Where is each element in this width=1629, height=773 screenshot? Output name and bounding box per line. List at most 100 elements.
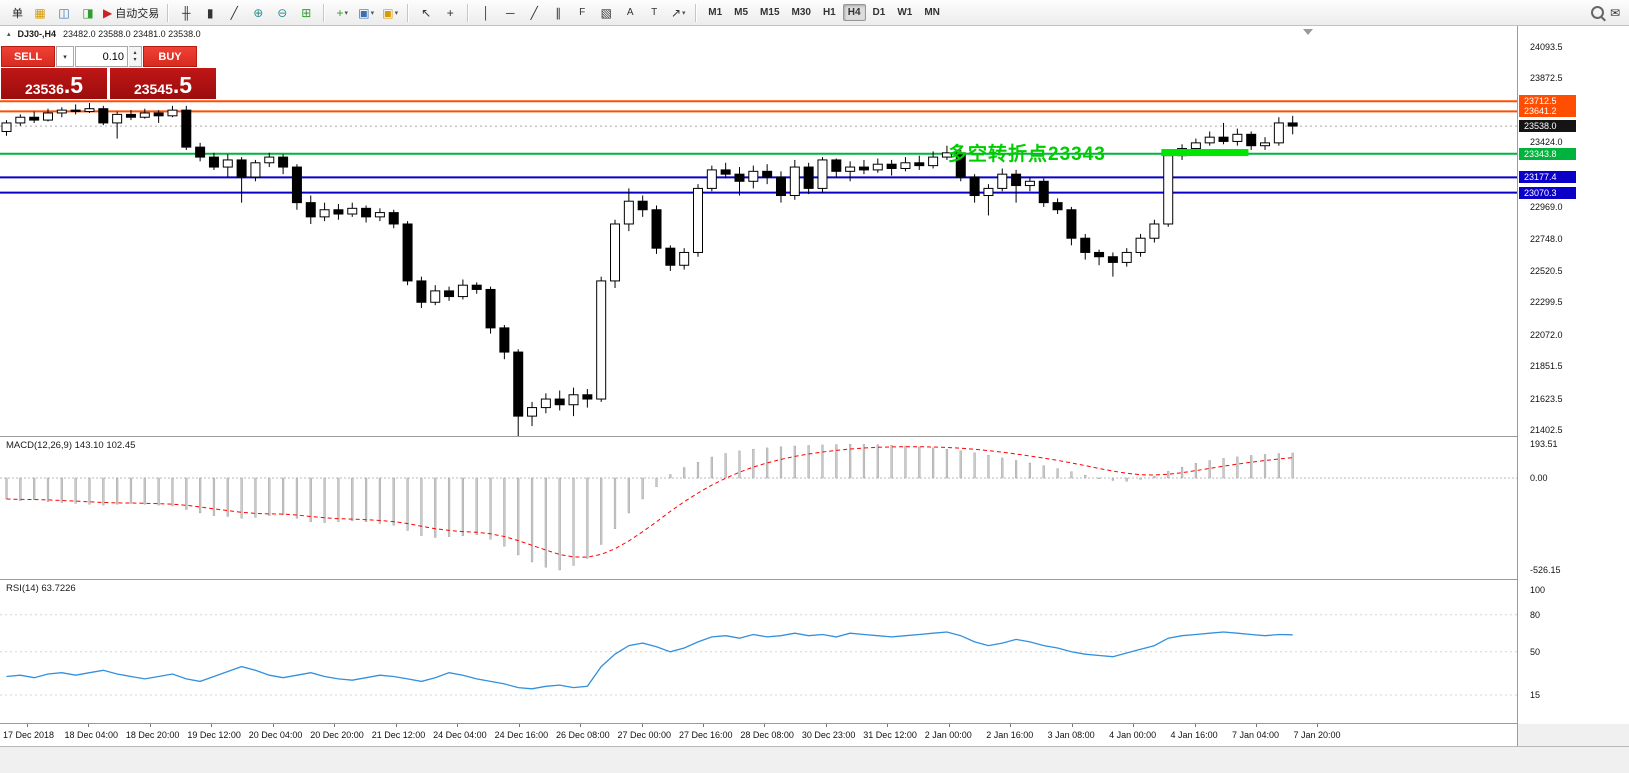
- autotrade-button[interactable]: ▶ 自动交易: [101, 3, 161, 23]
- timeframe-h1-button[interactable]: H1: [822, 7, 836, 18]
- macd-bar: [655, 477, 658, 487]
- timeframe-h4-button[interactable]: H4: [842, 4, 866, 21]
- turning-point-annotation[interactable]: 多空转折点23343: [948, 144, 1106, 165]
- pane-divider[interactable]: [0, 723, 1629, 724]
- shapes-icon: ▧: [600, 5, 612, 20]
- macd-bar: [447, 477, 451, 537]
- macd-bar: [752, 448, 755, 479]
- periods-menu-button[interactable]: ▣ ▾: [355, 3, 377, 23]
- timeframe-m5-button[interactable]: M5: [734, 7, 749, 18]
- candle-bearish: [153, 112, 164, 117]
- toolbar-separator: [407, 3, 410, 22]
- price-axis[interactable]: 24093.5 23872.5 23424.0 22969.0 22748.0 22520…: [1517, 26, 1629, 724]
- trendline-tool-button[interactable]: ╱: [523, 3, 545, 23]
- time-axis-tick: [1010, 724, 1012, 727]
- toolbar-separator: [323, 3, 326, 22]
- time-axis-label: 20 Dec 04:00: [248, 730, 303, 740]
- volume-dropdown-button[interactable]: ▾: [56, 46, 74, 67]
- new-order-button[interactable]: 单: [5, 3, 27, 23]
- text-tool-button[interactable]: A: [619, 3, 641, 23]
- stepper-up-icon[interactable]: ▴: [133, 49, 137, 56]
- rsi-pane[interactable]: [0, 580, 1517, 723]
- price-tag: 23641.2: [1519, 105, 1576, 118]
- timeframe-mn-button[interactable]: MN: [924, 7, 940, 18]
- stepper-down-icon[interactable]: ▾: [133, 56, 137, 63]
- timeframe-m15-button[interactable]: M15: [760, 7, 780, 18]
- price-tick-label: 21623.5: [1530, 393, 1563, 404]
- crosshair-tool-button[interactable]: +: [439, 3, 461, 23]
- price-tag: 23712.5: [1519, 95, 1576, 108]
- macd-bar: [337, 477, 340, 522]
- bar-chart-mode-button[interactable]: ╫: [175, 3, 197, 23]
- pane-divider[interactable]: [0, 579, 1629, 580]
- chart-profiles-button[interactable]: ▦: [29, 3, 51, 23]
- horizontal-line-icon: ─: [505, 5, 515, 20]
- macd-bar: [890, 445, 893, 479]
- timeframe-m1-button[interactable]: M1: [708, 7, 723, 18]
- pane-divider[interactable]: [0, 436, 1629, 437]
- time-axis-label: 31 Dec 12:00: [863, 730, 917, 740]
- time-axis-label: 18 Dec 20:00: [125, 730, 180, 740]
- price-tick-label: 21402.5: [1530, 425, 1563, 435]
- vertical-line-tool-button[interactable]: │: [475, 3, 497, 23]
- buy-button[interactable]: BUY: [143, 46, 197, 67]
- candle-bullish: [430, 290, 441, 303]
- horizontal-line-tool-button[interactable]: ─: [499, 3, 521, 23]
- timeframe-d1-button[interactable]: D1: [872, 7, 886, 18]
- candle-bullish: [374, 212, 385, 218]
- candle-bullish: [1024, 180, 1035, 187]
- timeframe-m30-button[interactable]: M30: [791, 7, 811, 18]
- shapes-tool-button[interactable]: ▧: [595, 3, 617, 23]
- macd-bar: [613, 477, 617, 529]
- chat-icon[interactable]: ✉: [1609, 5, 1620, 20]
- sell-price-display[interactable]: 23536 .5: [1, 68, 107, 99]
- macd-bar: [5, 477, 8, 500]
- time-axis-tick: [457, 724, 459, 727]
- macd-bar: [1125, 477, 1128, 482]
- channel-tool-button[interactable]: ∥: [547, 3, 569, 23]
- indicators-menu-button[interactable]: + ▾: [331, 3, 353, 23]
- sell-button[interactable]: SELL: [1, 46, 55, 67]
- macd-bar: [60, 477, 63, 503]
- macd-indicator-label: MACD(12,26,9) 143.10 102.45: [6, 440, 136, 451]
- navigator-button[interactable]: ◨: [77, 3, 99, 23]
- macd-bar: [1194, 463, 1197, 479]
- fibonacci-icon: F: [579, 6, 586, 18]
- macd-bar: [282, 477, 285, 515]
- macd-pane[interactable]: [0, 437, 1517, 579]
- macd-bar: [821, 444, 824, 479]
- time-axis-tick: [825, 724, 827, 727]
- macd-bar: [904, 445, 907, 479]
- market-watch-button[interactable]: ◫: [53, 3, 75, 23]
- chart-shift-marker[interactable]: [1303, 29, 1313, 35]
- tile-windows-button[interactable]: ⊞: [295, 3, 317, 23]
- time-axis[interactable]: 17 Dec 2018 18 Dec 04:00 18 Dec 20:00 19 De…: [0, 724, 1517, 746]
- macd-bar: [116, 477, 119, 505]
- zoom-out-button[interactable]: ⊖: [271, 3, 293, 23]
- label-icon: T: [651, 6, 658, 18]
- dropdown-caret-icon: ▾: [370, 9, 375, 17]
- cursor-tool-button[interactable]: ↖: [415, 3, 437, 23]
- macd-bar: [309, 477, 312, 522]
- arrows-tool-button[interactable]: ↗ ▾: [667, 3, 689, 23]
- zoom-in-button[interactable]: ⊕: [247, 3, 269, 23]
- line-chart-mode-button[interactable]: ╱: [223, 3, 245, 23]
- main-chart-pane[interactable]: [0, 26, 1517, 436]
- timeframe-w1-button[interactable]: W1: [897, 7, 913, 18]
- macd-bar: [641, 477, 644, 500]
- search-icon[interactable]: [1590, 6, 1604, 19]
- buy-price-display[interactable]: 23545 .5: [110, 68, 216, 99]
- templates-menu-button[interactable]: ▣ ▾: [379, 3, 401, 23]
- candle-bullish: [112, 113, 123, 124]
- macd-bar: [530, 477, 534, 563]
- volume-input[interactable]: [75, 46, 128, 67]
- candle-bearish: [1246, 133, 1257, 147]
- label-tool-button[interactable]: T: [643, 3, 665, 23]
- volume-stepper[interactable]: ▴ ▾: [129, 46, 142, 67]
- fibonacci-tool-button[interactable]: F: [571, 3, 593, 23]
- time-axis-tick: [1317, 724, 1319, 727]
- candle-bullish: [347, 207, 358, 215]
- highlight-bar-object[interactable]: [1161, 149, 1249, 157]
- candle-chart-mode-button[interactable]: ▮: [199, 3, 221, 23]
- macd-bar: [185, 477, 188, 510]
